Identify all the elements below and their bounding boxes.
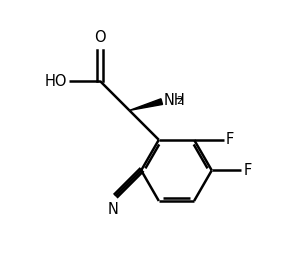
Text: O: O xyxy=(94,30,106,45)
Text: N: N xyxy=(107,202,118,217)
Text: HO: HO xyxy=(44,73,67,88)
Text: NH: NH xyxy=(164,93,186,108)
Polygon shape xyxy=(129,99,163,110)
Text: F: F xyxy=(244,163,252,178)
Text: F: F xyxy=(226,132,234,147)
Text: 2: 2 xyxy=(176,96,183,106)
